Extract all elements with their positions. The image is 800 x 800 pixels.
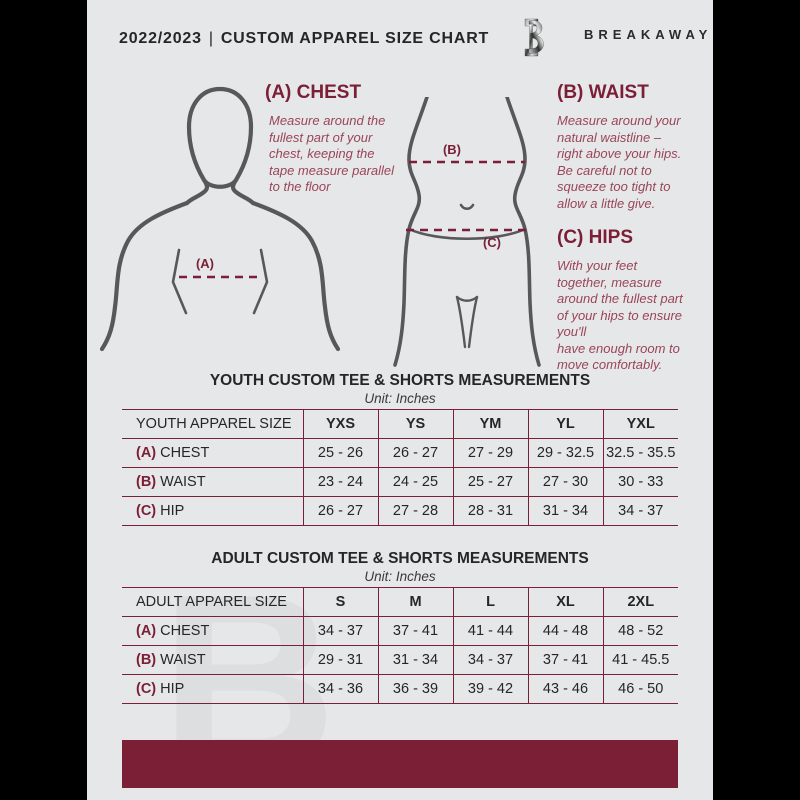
- svg-text:(C): (C): [483, 235, 501, 250]
- svg-text:(A): (A): [196, 256, 214, 271]
- svg-text:(B): (B): [443, 142, 461, 157]
